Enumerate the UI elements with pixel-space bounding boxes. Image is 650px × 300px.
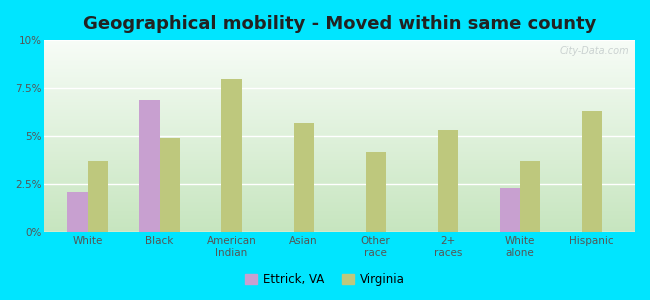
Bar [294,123,314,232]
Bar [520,161,540,232]
Bar [68,192,88,232]
Bar [365,152,385,232]
Bar [139,100,159,232]
Legend: Ettrick, VA, Virginia: Ettrick, VA, Virginia [240,269,410,291]
Title: Geographical mobility - Moved within same county: Geographical mobility - Moved within sam… [83,15,596,33]
Text: City-Data.com: City-Data.com [560,46,629,56]
Bar [500,188,520,232]
Bar [88,161,108,232]
Bar [582,111,602,232]
Bar [437,130,458,232]
Bar [222,79,242,232]
Bar [159,138,179,232]
